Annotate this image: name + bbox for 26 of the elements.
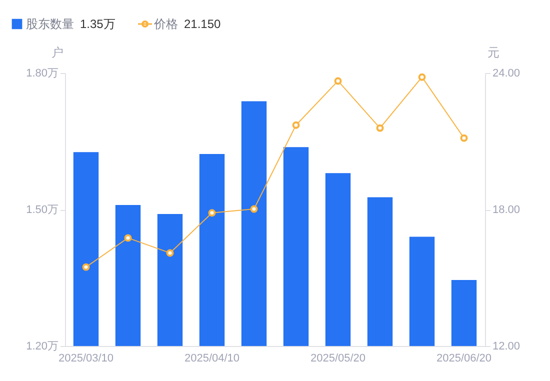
point	[82, 263, 90, 271]
x-tick-label: 2025/05/20	[310, 352, 366, 364]
y2-tick-label: 18.00	[492, 204, 520, 216]
point	[418, 73, 426, 81]
y-tick-label: 1.80万	[26, 68, 58, 80]
point	[124, 234, 132, 242]
point	[166, 249, 174, 257]
point	[334, 77, 342, 85]
legend-label: 价格	[153, 17, 178, 31]
point	[250, 205, 258, 213]
y2-tick-label: 12.00	[492, 340, 520, 352]
text: 21.150	[184, 17, 222, 31]
legend-label: 股东数量	[26, 17, 74, 31]
point	[292, 121, 300, 129]
point	[376, 124, 384, 132]
point	[460, 134, 468, 142]
y-tick-label: 1.20万	[26, 340, 58, 352]
text: 1.35万	[80, 17, 116, 31]
point	[208, 209, 216, 217]
y2-tick-label: 24.00	[492, 68, 520, 80]
y-tick-label: 1.50万	[26, 204, 58, 216]
y2-axis-title: 元	[488, 46, 500, 60]
x-tick-label: 2025/04/10	[184, 352, 240, 364]
x-tick-label: 2025/06/20	[436, 352, 492, 364]
y-axis-title: 户	[52, 46, 64, 60]
x-tick-label: 2025/03/10	[58, 352, 114, 364]
